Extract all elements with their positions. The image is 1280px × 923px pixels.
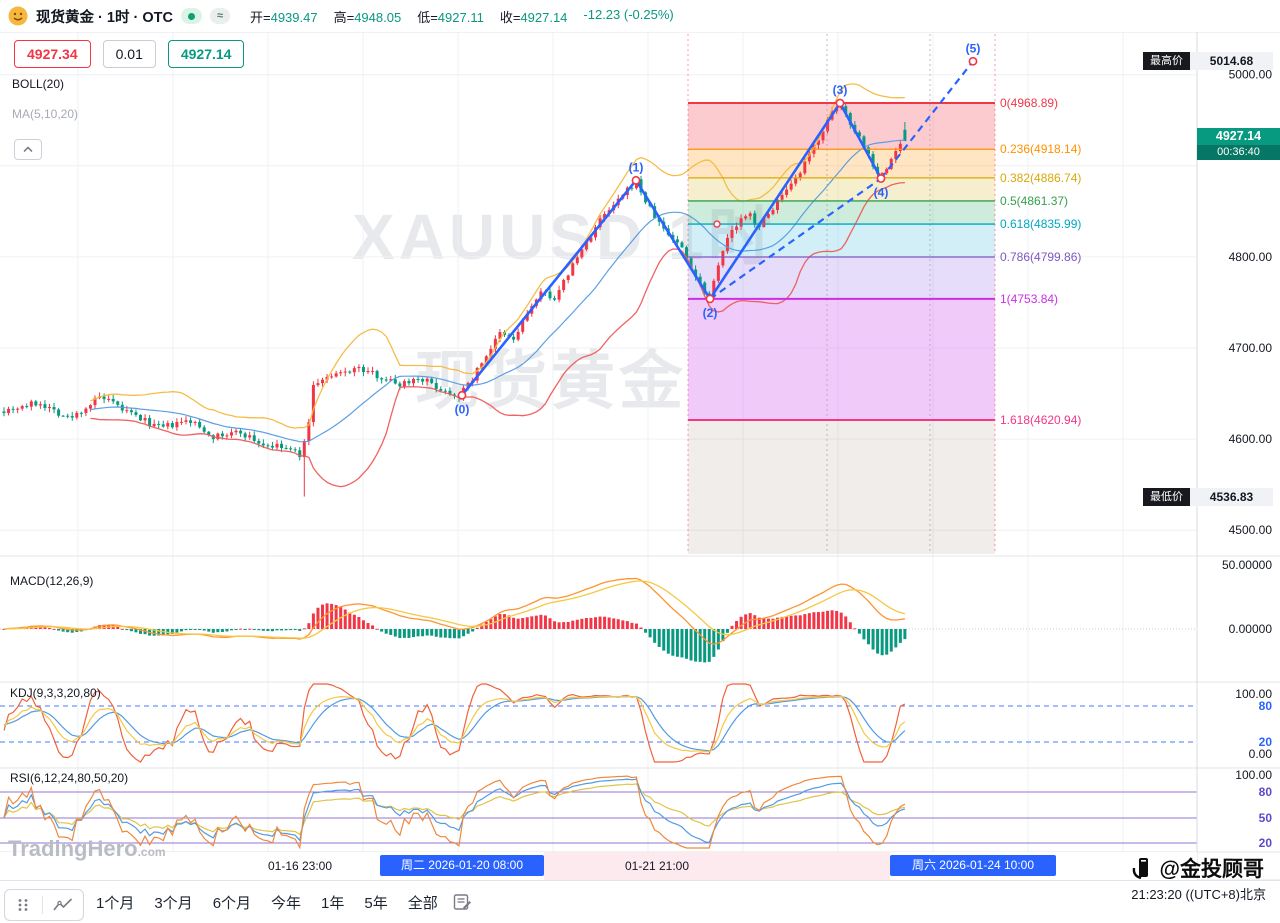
chevron-up-icon — [23, 146, 33, 152]
svg-text:1.618(4620.94): 1.618(4620.94) — [1000, 413, 1081, 427]
line-tool-icon[interactable] — [53, 897, 73, 913]
svg-text:20: 20 — [1259, 735, 1273, 749]
ask-price-button[interactable]: 4927.14 — [167, 40, 245, 68]
price-axis: 5000.00 4800.00 4700.00 4600.00 4500.00 50.00… — [0, 31, 1280, 881]
svg-text:50.00000: 50.00000 — [1222, 558, 1272, 572]
svg-text:(0): (0) — [455, 402, 470, 416]
range-3-months[interactable]: 3个月 — [154, 895, 193, 912]
watermark-name: 现货黄金 — [415, 345, 687, 417]
svg-text:4500.00: 4500.00 — [1229, 523, 1273, 537]
svg-text:0.786(4799.86): 0.786(4799.86) — [1000, 250, 1081, 264]
grid-dots-icon[interactable] — [15, 897, 31, 913]
ohlc-readout: 开=4939.47 高=4948.05 低=4927.11 收=4927.14 … — [250, 7, 674, 26]
header-bar: 现货黄金 · 1时 · OTC ≈ 开=4939.47 高=4948.05 低=… — [0, 0, 1280, 32]
session-high-badge: 最高价 5014.68 — [1143, 52, 1273, 70]
app-logo-icon — [8, 6, 28, 26]
status-dot-icon — [187, 12, 195, 20]
approx-badge: ≈ — [209, 8, 230, 24]
svg-text:0.00000: 0.00000 — [1229, 622, 1273, 636]
kdj-panel — [0, 683, 1197, 763]
high-badge-label: 最高价 — [1143, 52, 1190, 70]
session-low-badge: 最低价 4536.83 — [1143, 488, 1273, 506]
svg-text:4600.00: 4600.00 — [1229, 432, 1273, 446]
macd-legend[interactable]: MACD(12,26,9) — [10, 574, 94, 588]
svg-text:0.5(4861.37): 0.5(4861.37) — [1000, 194, 1068, 208]
svg-text:(2): (2) — [703, 306, 718, 320]
svg-text:0.618(4835.99): 0.618(4835.99) — [1000, 217, 1081, 231]
ma-legend[interactable]: MA(5,10,20) — [12, 107, 79, 121]
svg-text:0.382(4886.74): 0.382(4886.74) — [1000, 171, 1081, 185]
macd-panel — [0, 577, 1197, 663]
bollinger-layer — [90, 83, 905, 488]
range-5-years[interactable]: 5年 — [364, 895, 388, 912]
time-label-2: 01-21 21:00 — [624, 859, 690, 873]
high-pair: 高=4948.05 — [333, 9, 402, 25]
range-6-months[interactable]: 6个月 — [212, 895, 252, 912]
svg-text:80: 80 — [1259, 785, 1273, 799]
spread-value[interactable]: 0.01 — [102, 40, 156, 68]
time-label-1: 01-16 23:00 — [267, 859, 333, 873]
market-status-badge — [180, 8, 202, 24]
svg-text:0.00: 0.00 — [1249, 747, 1273, 761]
svg-text:100.00: 100.00 — [1235, 768, 1272, 782]
fib-bands-layer — [688, 103, 995, 554]
low-pair: 低=4927.11 — [417, 9, 484, 25]
svg-text:0(4968.89): 0(4968.89) — [1000, 96, 1058, 110]
svg-text:100.00: 100.00 — [1235, 687, 1272, 701]
last-price-value: 4927.14 — [1215, 129, 1262, 143]
symbol-title[interactable]: 现货黄金 · 1时 · OTC — [36, 9, 173, 26]
elliott-wave-layer: (0) (1) (2) (3) (4) (5) — [455, 41, 981, 416]
grid-layer — [0, 32, 1197, 852]
bid-price-button[interactable]: 4927.34 — [14, 40, 91, 68]
range-ytd[interactable]: 今年 — [271, 895, 302, 912]
range-1-year[interactable]: 1年 — [321, 895, 345, 912]
svg-text:20: 20 — [1259, 836, 1273, 850]
bottom-toolbar: 1个月 3个月 6个月 今年 1年 5年 全部 — [0, 880, 1280, 923]
author-credit-text: @金投顾哥 — [1159, 858, 1264, 881]
exchange-clock: 21:23:20 ((UTC+8)北京 — [1131, 887, 1266, 902]
range-selector: 1个月 3个月 6个月 今年 1年 5年 全部 — [96, 881, 438, 923]
low-badge-label: 最低价 — [1143, 488, 1190, 506]
toolbar-divider — [41, 896, 43, 914]
notes-icon[interactable] — [452, 892, 472, 912]
collapse-button[interactable] — [14, 139, 42, 160]
time-axis[interactable]: 01-16 23:00 周二 2026-01-20 08:00 01-21 21… — [0, 852, 1197, 880]
tool-popout — [4, 889, 84, 921]
range-1-month[interactable]: 1个月 — [96, 895, 135, 912]
open-pair: 开=4939.47 — [250, 9, 318, 25]
quote-row: 4927.34 0.01 4927.14 — [14, 40, 245, 68]
time-chip-end[interactable]: 周六 2026-01-24 10:00 — [890, 855, 1056, 876]
change-readout: -12.23 (-0.25%) — [583, 6, 674, 22]
svg-text:4700.00: 4700.00 — [1229, 341, 1273, 355]
svg-text:(1): (1) — [629, 160, 644, 174]
watermark-brand: TradingHero.com — [8, 836, 166, 861]
svg-text:50: 50 — [1259, 811, 1273, 825]
brand-logo-icon — [1132, 858, 1148, 880]
time-range-highlight — [544, 852, 890, 880]
last-price-badge: 4927.14 00:36:40 — [1197, 128, 1280, 160]
svg-text:(3): (3) — [833, 83, 848, 97]
svg-text:1(4753.84): 1(4753.84) — [1000, 292, 1058, 306]
svg-text:5000.00: 5000.00 — [1229, 68, 1273, 82]
svg-text:80: 80 — [1259, 699, 1273, 713]
time-chip-start[interactable]: 周二 2026-01-20 08:00 — [380, 855, 544, 876]
kdj-legend[interactable]: KDJ(9,3,3,20,80) — [10, 686, 101, 700]
rsi-panel — [0, 775, 1197, 850]
svg-text:0.236(4918.14): 0.236(4918.14) — [1000, 142, 1081, 156]
low-badge-value: 4536.83 — [1190, 488, 1273, 506]
rsi-legend[interactable]: RSI(6,12,24,80,50,20) — [10, 771, 129, 785]
svg-text:(5): (5) — [966, 41, 981, 55]
bar-countdown: 00:36:40 — [1197, 145, 1280, 160]
fib-lines-layer: 0(4968.89) 0.236(4918.14) 0.382(4886.74) 0.… — [687, 34, 1081, 554]
svg-text:4800.00: 4800.00 — [1229, 250, 1273, 264]
boll-legend[interactable]: BOLL(20) — [12, 77, 65, 91]
high-badge-value: 5014.68 — [1190, 52, 1273, 70]
close-pair: 收=4927.14 — [499, 9, 568, 25]
range-all[interactable]: 全部 — [407, 895, 438, 912]
svg-text:(4): (4) — [874, 186, 889, 200]
author-credit: @金投顾哥 — [1130, 853, 1264, 883]
watermark-symbol: XAUUSD 1时 — [352, 201, 776, 273]
